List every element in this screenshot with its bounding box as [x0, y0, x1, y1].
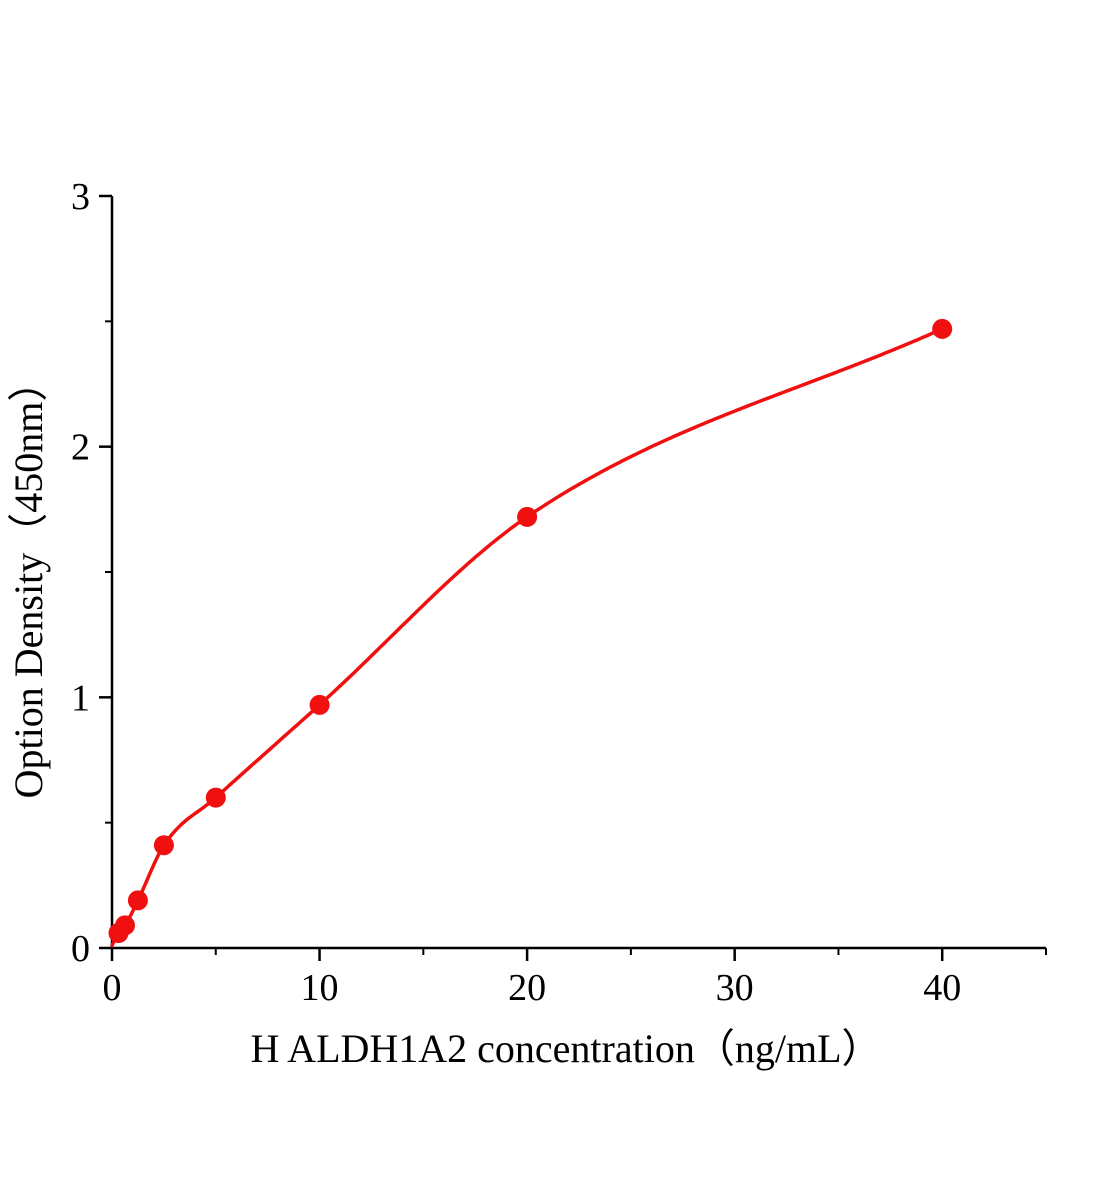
- data-point: [932, 318, 953, 339]
- y-tick-label: 1: [71, 677, 90, 719]
- plot-layer: 0 10 20 30 40 0 1 2 3: [71, 176, 1047, 1009]
- x-tick-label: 30: [716, 967, 754, 1009]
- data-point: [127, 890, 148, 911]
- data-point: [115, 915, 135, 936]
- fitted-curve: [110, 327, 944, 948]
- y-tick-label: 3: [71, 176, 90, 218]
- data-point: [517, 506, 538, 527]
- y-tick-label: 0: [71, 928, 90, 970]
- x-tick-label: 20: [508, 967, 546, 1009]
- y-axis-label: Option Density（450nm）: [6, 362, 51, 799]
- data-point: [153, 835, 174, 856]
- y-tick-label: 2: [71, 427, 90, 469]
- axes-spines: [110, 196, 1046, 950]
- x-tick-label: 40: [923, 967, 961, 1009]
- x-tick-label: 10: [301, 967, 339, 1009]
- data-point: [309, 694, 330, 715]
- x-axis-label: H ALDH1A2 concentration（ng/mL）: [251, 1026, 882, 1071]
- x-tick-label: 0: [103, 967, 122, 1009]
- data-point: [205, 787, 226, 808]
